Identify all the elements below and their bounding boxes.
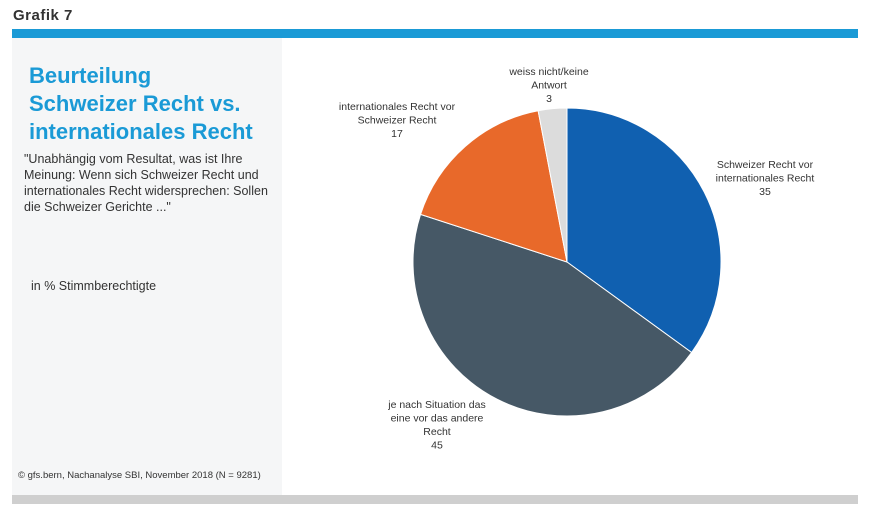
slice-label-line: Recht	[423, 426, 451, 438]
slice-label-line: Schweizer Recht	[358, 115, 437, 127]
slice-label-line: Schweizer Recht vor	[717, 159, 814, 171]
left-panel	[12, 38, 282, 495]
title-line-1: Beurteilung	[29, 63, 152, 88]
survey-question: "Unabhängig vom Resultat, was ist Ihre M…	[24, 152, 268, 214]
slice-label-line: internationales Recht	[716, 173, 815, 185]
slice-label-line: eine vor das andere	[391, 413, 484, 425]
chart-title: Beurteilung Schweizer Recht vs. internat…	[29, 62, 281, 146]
slice-label-2: internationales Recht vor Schweizer Recht…	[339, 101, 456, 140]
slice-label-1: je nach Situation das eine vor das andere…	[387, 399, 485, 452]
slice-value-2: 17	[391, 128, 403, 140]
source-note: © gfs.bern, Nachanalyse SBI, November 20…	[18, 470, 261, 481]
slice-label-0: Schweizer Recht vor internationales Recht…	[716, 159, 815, 198]
grafik-label: Grafik 7	[13, 7, 73, 24]
pie-slice-2	[419, 110, 568, 263]
title-line-2: Schweizer Recht vs.	[29, 91, 241, 116]
top-accent-bar	[12, 29, 858, 38]
slice-label-line: je nach Situation das	[387, 399, 485, 411]
bottom-bar	[12, 495, 858, 504]
pie-slice-3	[537, 107, 568, 263]
slice-label-line: internationales Recht vor	[339, 101, 456, 113]
pie-slice-1	[412, 213, 693, 417]
unit-label: in % Stimmberechtigte	[31, 279, 157, 293]
slice-label-line: weiss nicht/keine	[508, 66, 589, 78]
pie-slice-0	[566, 107, 722, 354]
slice-value-0: 35	[759, 186, 771, 198]
slice-value-1: 45	[431, 440, 443, 452]
title-line-3: internationales Recht	[29, 119, 253, 144]
slice-value-3: 3	[546, 93, 552, 105]
slice-label-3: weiss nicht/keine Antwort 3	[508, 66, 589, 105]
slice-label-line: Antwort	[531, 80, 567, 92]
